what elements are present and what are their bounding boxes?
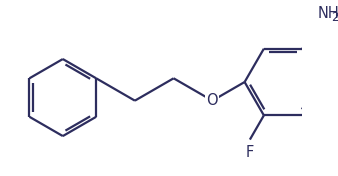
Text: NH: NH bbox=[318, 6, 338, 21]
Text: F: F bbox=[246, 144, 254, 160]
Text: 2: 2 bbox=[331, 11, 338, 24]
Text: O: O bbox=[207, 93, 218, 108]
